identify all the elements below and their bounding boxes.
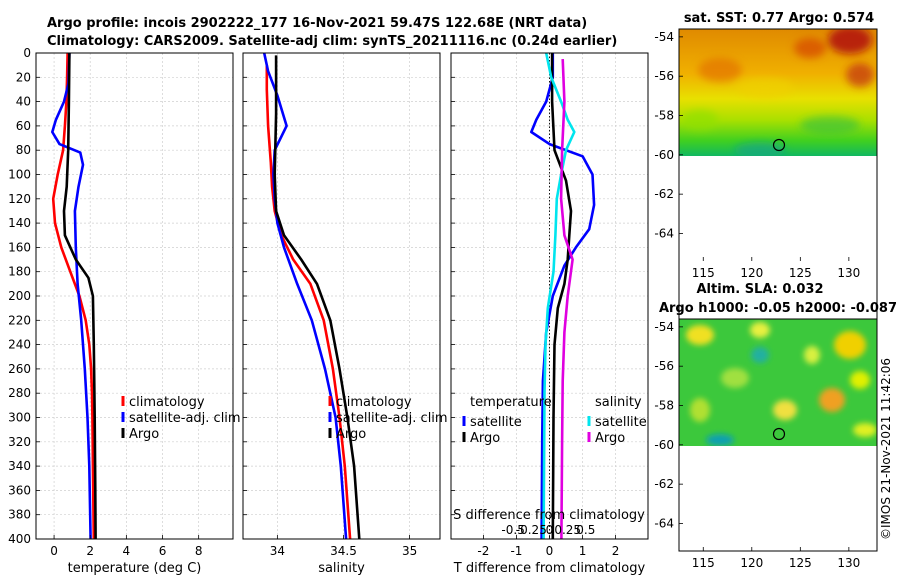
sla-map-title: Altim. SLA: 0.032 (697, 282, 824, 297)
sst-map-title: sat. SST: 0.77 Argo: 0.574 (684, 11, 874, 26)
y-tick-label: 260 (8, 362, 31, 376)
x-tick-label: -1 (510, 544, 522, 558)
sst-axes: 115 120 125 130 -54 -56 -58 -60 -62 -64 (654, 30, 860, 280)
y-tick-label: 20 (16, 70, 31, 84)
sst-argo-marker (772, 138, 786, 152)
x-tick-label: 35 (402, 544, 417, 558)
y-tick-label: 340 (8, 459, 31, 473)
y-tick-label: 140 (8, 216, 31, 230)
x-tick-label: 8 (195, 544, 203, 558)
y-tick-label: 360 (8, 483, 31, 497)
legend-entry: satellite-adj. clim (129, 411, 241, 426)
sla-axes: 115 120 125 130 -54 -56 -58 -60 -62 -64 (654, 320, 860, 570)
sla-argo-marker (772, 427, 786, 441)
x-tick-label: -2 (477, 544, 489, 558)
x-tick-label: 34.5 (330, 544, 357, 558)
y-tick-label: 160 (8, 240, 31, 254)
secondary-x-tick-label: 0 (546, 523, 554, 537)
sla-field (679, 319, 877, 446)
x-tick-label: 2 (612, 544, 620, 558)
difference-panel: -2 -1 0 1 2 T difference from climatology temp… (450, 52, 649, 576)
legend-header-temperature: temperature (470, 395, 552, 410)
map-y-tick-label: -64 (654, 226, 674, 240)
map-y-tick-label: -60 (654, 438, 674, 452)
y-tick-label: 280 (8, 386, 31, 400)
secondary-x-tick-label: 0.5 (576, 523, 595, 537)
x-tick-label: 0 (50, 544, 58, 558)
y-tick-label: 60 (16, 119, 31, 133)
legend-header-salinity: salinity (595, 395, 642, 410)
map-y-tick-label: -62 (654, 477, 674, 491)
legend-entry: climatology (129, 395, 205, 410)
series-salinity-argo (559, 59, 574, 540)
x-axis-label: temperature (deg C) (68, 561, 202, 576)
y-tick-label: 380 (8, 508, 31, 522)
y-tick-label: 120 (8, 192, 31, 206)
sla-map: 115 120 125 130 -54 -56 -58 -60 -62 -64 (654, 318, 878, 570)
y-tick-label: 300 (8, 411, 31, 425)
secondary-x-tick-label: -0.25 (516, 523, 547, 537)
x-tick-label: 0 (546, 544, 554, 558)
map-y-tick-label: -54 (654, 320, 674, 334)
legend-entry: satellite (470, 415, 522, 430)
legend-entry: Argo (470, 431, 500, 446)
map-y-tick-label: -60 (654, 148, 674, 162)
legend-entry: satellite-adj. clim (336, 411, 448, 426)
y-tick-label: 0 (23, 46, 31, 60)
x-tick-label: 4 (123, 544, 131, 558)
y-tick-label: 180 (8, 265, 31, 279)
series-satellite-adj-clim (51, 52, 92, 540)
series-climatology (51, 52, 96, 540)
title-line-1: Argo profile: incois 2902222_177 16-Nov-… (47, 16, 587, 31)
map-x-tick-label: 125 (789, 556, 812, 570)
x-tick-label: 6 (159, 544, 167, 558)
map-x-tick-label: 120 (740, 266, 763, 280)
salinity-panel: 34 34.5 35 salinity climatologysatellite-adj… (242, 52, 448, 576)
sla-map-subtitle: Argo h1000: -0.05 h2000: -0.087 (659, 301, 897, 316)
y-tick-label: 240 (8, 338, 31, 352)
x-axis-label: T difference from climatology (453, 561, 646, 576)
secondary-x-axis-label: S difference from climatology (453, 508, 645, 523)
x-axis-label: salinity (318, 561, 365, 576)
series-argo (62, 52, 97, 540)
map-x-tick-label: 115 (692, 556, 715, 570)
secondary-x-tick-label: 0.25 (554, 523, 581, 537)
map-y-tick-label: -54 (654, 30, 674, 44)
map-x-tick-label: 120 (740, 556, 763, 570)
y-tick-label: 100 (8, 168, 31, 182)
y-tick-label: 400 (8, 532, 31, 546)
x-tick-label: 34 (270, 544, 285, 558)
series-climatology (265, 65, 352, 540)
y-tick-label: 80 (16, 143, 31, 157)
map-y-tick-label: -58 (654, 109, 674, 123)
y-tick-label: 320 (8, 435, 31, 449)
temperature-panel: 0 2 4 6 802040608010012014016018020022024026… (8, 46, 241, 576)
legend-entry: climatology (336, 395, 412, 410)
x-tick-label: 1 (579, 544, 587, 558)
y-tick-label: 200 (8, 289, 31, 303)
map-y-tick-label: -62 (654, 187, 674, 201)
y-tick-label: 40 (16, 95, 31, 109)
x-tick-label: 2 (86, 544, 94, 558)
title-line-2: Climatology: CARS2009. Satellite-adj cli… (47, 34, 617, 49)
legend-entry: Argo (336, 427, 366, 442)
series-satellite-adj-clim (262, 52, 348, 540)
legend-entry: satellite (595, 415, 647, 430)
map-y-tick-label: -58 (654, 399, 674, 413)
map-x-tick-label: 130 (837, 266, 860, 280)
map-y-tick-label: -64 (654, 516, 674, 530)
watermark: ©IMOS 21-Nov-2021 11:42:06 (879, 358, 893, 540)
secondary-x-tick-label: -0.5 (501, 523, 524, 537)
y-tick-label: 220 (8, 313, 31, 327)
sst-field (679, 29, 877, 156)
map-y-tick-label: -56 (654, 359, 674, 373)
map-x-tick-label: 125 (789, 266, 812, 280)
map-x-tick-label: 130 (837, 556, 860, 570)
legend-entry: Argo (595, 431, 625, 446)
series-argo (273, 55, 361, 540)
map-x-tick-label: 115 (692, 266, 715, 280)
map-y-tick-label: -56 (654, 69, 674, 83)
legend-entry: Argo (129, 427, 159, 442)
